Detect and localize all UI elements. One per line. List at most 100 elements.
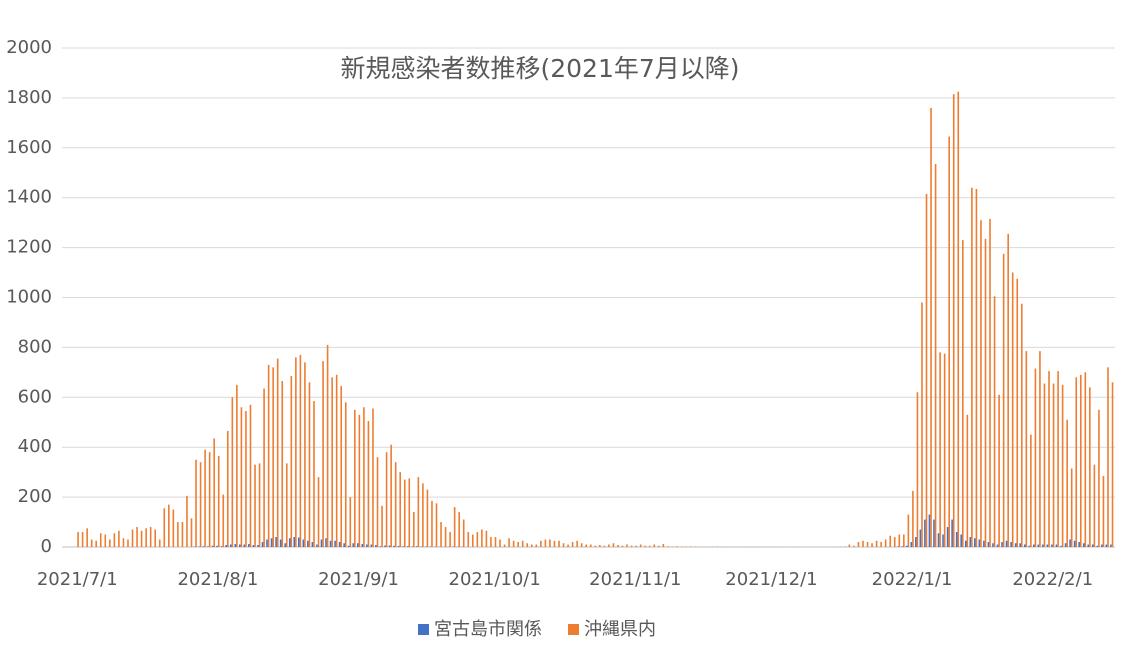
bar [149, 527, 152, 547]
bar [293, 537, 296, 547]
bar [1107, 367, 1109, 547]
bar [352, 543, 355, 547]
bar [426, 489, 429, 547]
bar [195, 459, 197, 547]
bar [653, 544, 656, 547]
bar [229, 544, 232, 547]
bar [901, 546, 904, 547]
bar [358, 414, 361, 547]
bar [140, 530, 143, 547]
bar [617, 545, 619, 547]
bar [1005, 540, 1008, 547]
bar [276, 358, 279, 547]
x-tick-label: 2022/2/1 [1012, 569, 1093, 590]
bar [208, 452, 211, 547]
bar [526, 543, 529, 547]
bar [984, 238, 987, 547]
bar [311, 542, 314, 547]
bar [252, 545, 255, 547]
bar [585, 544, 588, 547]
bar [481, 529, 483, 547]
bar [335, 374, 338, 547]
bar [453, 507, 456, 547]
bar [349, 497, 352, 547]
bar [955, 532, 958, 547]
bar [1064, 543, 1067, 547]
bar [403, 479, 406, 547]
bar [1046, 544, 1049, 547]
x-tick-label: 2021/11/1 [589, 569, 681, 590]
y-tick-label: 1600 [6, 137, 52, 158]
bar [258, 463, 261, 547]
bar [394, 462, 397, 547]
bar [1052, 383, 1055, 547]
bar [975, 188, 978, 547]
bar [925, 193, 928, 547]
bar [871, 543, 873, 547]
bar [1075, 377, 1078, 547]
bar [1061, 384, 1064, 547]
bar [86, 528, 88, 547]
bar [1073, 540, 1076, 547]
bar [1070, 468, 1073, 547]
bar [1096, 545, 1099, 547]
bar [494, 537, 497, 547]
bar [1098, 409, 1100, 547]
bar [1082, 543, 1085, 547]
bar [875, 540, 878, 547]
bar [118, 530, 120, 547]
bar [1087, 544, 1090, 547]
legend-swatch [568, 624, 579, 635]
bar [1020, 303, 1023, 547]
bar [490, 537, 492, 547]
bar [136, 527, 138, 547]
bar [1023, 544, 1026, 547]
bar [285, 463, 288, 547]
bar [1091, 544, 1094, 547]
bar [862, 540, 864, 547]
bar [1110, 544, 1112, 547]
bar [989, 218, 991, 547]
bar [202, 546, 205, 547]
bar [122, 538, 125, 547]
bar [857, 542, 860, 547]
bar [934, 164, 937, 547]
x-tick-label: 2022/1/1 [872, 569, 953, 590]
bar [354, 409, 356, 547]
bar [254, 464, 256, 547]
bar [1042, 544, 1044, 547]
bar [316, 544, 318, 547]
bar [966, 414, 969, 547]
bar [1089, 387, 1091, 547]
y-tick-label: 1800 [6, 87, 52, 108]
bar [1033, 544, 1035, 547]
bar [916, 392, 919, 547]
bar [553, 540, 556, 547]
bar [919, 529, 922, 547]
bar [388, 545, 391, 547]
bar [226, 430, 229, 547]
bar [1066, 419, 1068, 547]
bar [1019, 543, 1021, 547]
bar [177, 522, 179, 547]
bar [969, 537, 972, 547]
bar [211, 545, 214, 547]
x-tick-label: 2021/9/1 [318, 569, 399, 590]
bar [326, 344, 329, 547]
bar [216, 545, 218, 547]
bar [1078, 542, 1080, 547]
bar [181, 522, 184, 547]
bar [987, 542, 990, 547]
bar [248, 544, 250, 547]
bar [964, 540, 967, 547]
bar [95, 540, 98, 547]
x-tick-label: 2021/12/1 [725, 569, 817, 590]
bar [905, 545, 908, 547]
y-tick-label: 1200 [6, 237, 52, 258]
bar [239, 544, 241, 547]
bar [217, 455, 220, 547]
bar [313, 401, 315, 547]
legend-label: 沖縄県内 [584, 619, 656, 640]
bar [1030, 434, 1032, 547]
